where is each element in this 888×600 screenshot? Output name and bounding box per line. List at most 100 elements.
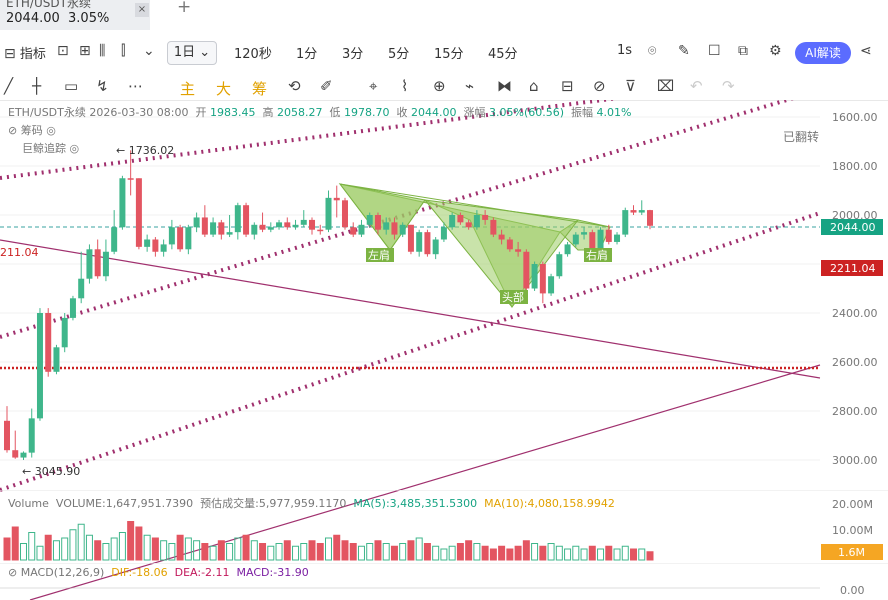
candle[interactable]: [556, 254, 563, 277]
comment-icon[interactable]: ☐: [708, 43, 721, 59]
candles-icon[interactable]: ⫿: [121, 43, 126, 59]
candle[interactable]: [498, 234, 505, 240]
candle[interactable]: [300, 219, 307, 225]
pen-icon[interactable]: ✎: [678, 43, 690, 59]
candle[interactable]: [53, 347, 60, 372]
tab-close-button[interactable]: ×: [135, 3, 149, 17]
candle[interactable]: [605, 229, 612, 242]
candle[interactable]: [45, 313, 52, 372]
share-icon[interactable]: ⋖: [860, 43, 872, 59]
timeframe-120s[interactable]: 120秒: [234, 47, 272, 62]
draw-pen-icon[interactable]: ✐: [320, 77, 333, 95]
candle[interactable]: [416, 232, 423, 252]
candle[interactable]: [4, 420, 10, 451]
candle[interactable]: [177, 227, 184, 250]
lock-icon[interactable]: ⌂: [529, 77, 539, 95]
candle[interactable]: [531, 264, 538, 289]
candle[interactable]: [234, 205, 241, 233]
candle[interactable]: [78, 278, 85, 299]
candle[interactable]: [243, 205, 250, 235]
candle[interactable]: [119, 178, 126, 228]
candle[interactable]: [333, 197, 340, 201]
brush-icon[interactable]: ⌁: [465, 77, 475, 95]
indicator-button[interactable]: ⊟ 指标: [4, 46, 46, 62]
add-tab-icon[interactable]: +: [177, 0, 192, 17]
zoom-icon[interactable]: ⊕: [433, 77, 446, 95]
candle[interactable]: [267, 227, 274, 230]
timeframe-3m[interactable]: 3分: [342, 47, 364, 62]
magnet-icon[interactable]: ⟲: [288, 77, 301, 95]
candle[interactable]: [407, 224, 414, 252]
candle[interactable]: [69, 298, 76, 318]
candle[interactable]: [647, 210, 653, 226]
timeframe-1m[interactable]: 1分: [296, 47, 318, 62]
more-tools-icon[interactable]: ⋯: [128, 77, 143, 95]
candle[interactable]: [424, 232, 431, 255]
volume-chart[interactable]: 20.00M 10.00M 1.6M: [0, 490, 888, 565]
candle[interactable]: [168, 227, 175, 245]
candle[interactable]: [135, 178, 142, 247]
candle[interactable]: [449, 215, 456, 228]
wave-tool-icon[interactable]: ↯: [96, 77, 109, 95]
candle[interactable]: [399, 224, 406, 235]
candle[interactable]: [391, 222, 398, 235]
candle[interactable]: [309, 219, 316, 230]
candle[interactable]: [490, 219, 497, 235]
candle[interactable]: [102, 251, 109, 277]
link-icon[interactable]: ⊘: [593, 77, 606, 95]
candle[interactable]: [226, 232, 233, 235]
channel-bottom[interactable]: [0, 211, 821, 492]
candle[interactable]: [432, 239, 439, 255]
candle[interactable]: [28, 418, 35, 453]
pattern-icon[interactable]: ⧓: [497, 77, 512, 95]
hline-tool-icon[interactable]: ┼: [32, 77, 42, 95]
candle[interactable]: [251, 224, 258, 235]
candle[interactable]: [61, 317, 68, 348]
candle[interactable]: [317, 229, 324, 232]
candle[interactable]: [614, 234, 621, 242]
candle[interactable]: [94, 249, 101, 277]
candle[interactable]: [473, 215, 480, 228]
line-tool-icon[interactable]: ╱: [4, 77, 14, 95]
big-button[interactable]: 大: [216, 80, 232, 98]
candle[interactable]: [20, 452, 27, 458]
candle[interactable]: [539, 264, 546, 294]
candle[interactable]: [218, 222, 225, 235]
candle[interactable]: [341, 200, 348, 228]
settings-icon[interactable]: ⚙: [769, 43, 782, 59]
candle[interactable]: [589, 232, 596, 250]
candle[interactable]: [440, 227, 447, 240]
candle[interactable]: [276, 222, 283, 228]
candle[interactable]: [127, 178, 134, 180]
candle[interactable]: [36, 313, 43, 419]
camera-icon[interactable]: ⌾: [648, 43, 657, 59]
candle[interactable]: [366, 215, 373, 225]
timeframe-45m[interactable]: 45分: [488, 47, 518, 62]
candle[interactable]: [515, 249, 522, 252]
ai-interpret-button[interactable]: AI解读: [795, 42, 851, 64]
candle[interactable]: [482, 215, 489, 220]
rect-tool-icon[interactable]: ▭: [64, 77, 79, 95]
candle[interactable]: [152, 239, 159, 252]
macd-chart[interactable]: 0.00: [0, 563, 888, 600]
trendline-lower[interactable]: [29, 364, 821, 600]
candle[interactable]: [292, 224, 299, 228]
chart-type-icon[interactable]: ⫼: [99, 43, 106, 59]
candle[interactable]: [523, 251, 530, 289]
ruler-icon[interactable]: ⌇: [401, 77, 409, 95]
candle[interactable]: [210, 222, 217, 235]
chip-button[interactable]: 筹: [252, 80, 268, 98]
chevron-down-icon[interactable]: ⌄: [143, 43, 155, 59]
trendline-upper[interactable]: [0, 239, 821, 379]
timeframe-15m[interactable]: 15分: [434, 47, 464, 62]
timeframe-5m[interactable]: 5分: [388, 47, 410, 62]
timeframe-1d[interactable]: 1日 ⌄: [167, 41, 217, 65]
candle[interactable]: [160, 244, 167, 252]
note-icon[interactable]: ⊟: [561, 77, 574, 95]
candle[interactable]: [284, 222, 291, 228]
candle[interactable]: [86, 249, 93, 279]
candle[interactable]: [572, 234, 579, 245]
share-window-icon[interactable]: ⧉: [738, 43, 748, 59]
redo-icon[interactable]: ↷: [722, 77, 735, 95]
candle[interactable]: [622, 210, 629, 235]
